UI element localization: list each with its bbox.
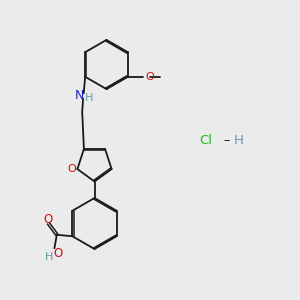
Text: O: O xyxy=(67,164,76,174)
Text: H: H xyxy=(234,134,243,148)
Text: –: – xyxy=(224,134,230,148)
Text: H: H xyxy=(45,252,53,262)
Text: O: O xyxy=(43,213,52,226)
Text: Cl: Cl xyxy=(199,134,212,148)
Text: H: H xyxy=(85,93,93,103)
Text: N: N xyxy=(75,88,85,102)
Text: O: O xyxy=(145,72,154,82)
Text: O: O xyxy=(54,247,63,260)
